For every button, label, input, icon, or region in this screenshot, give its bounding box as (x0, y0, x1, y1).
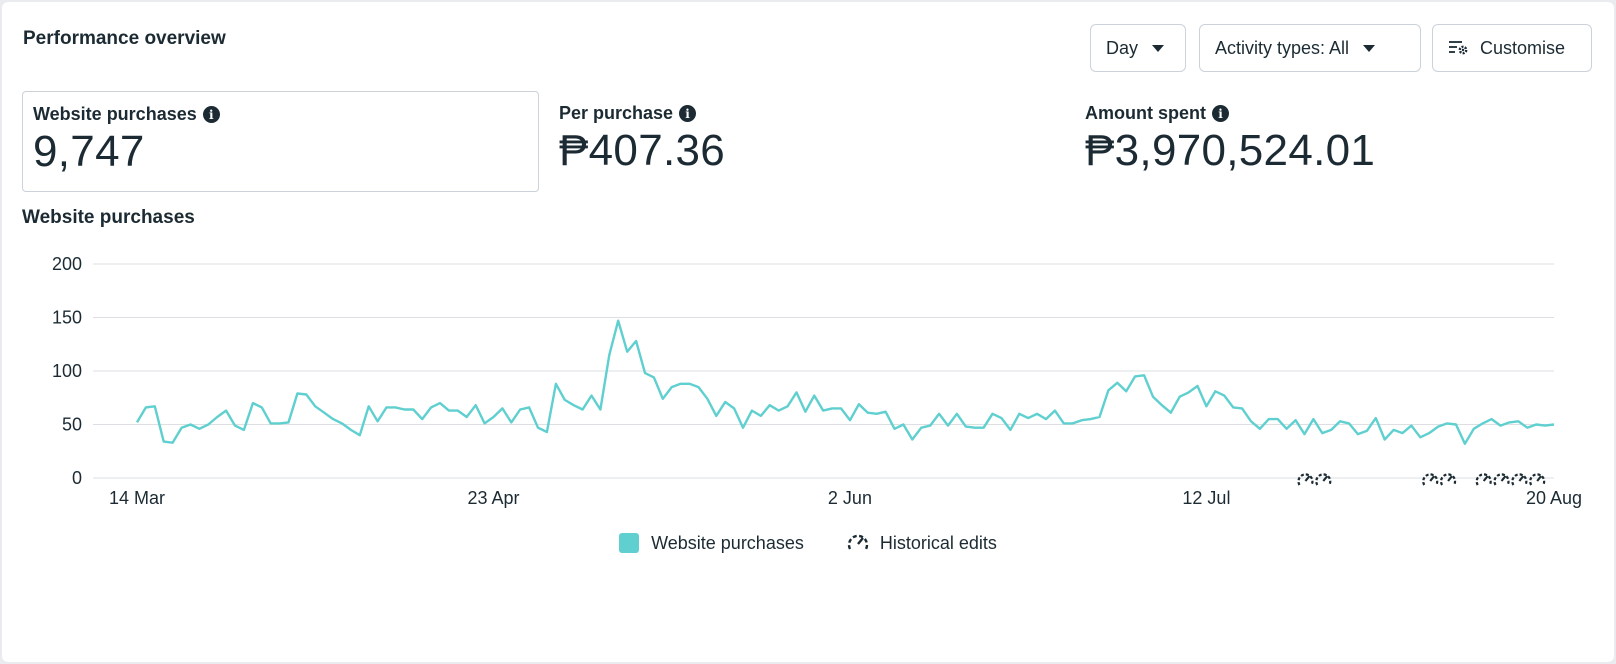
info-icon[interactable]: i (679, 105, 697, 122)
series-line-website-purchases[interactable] (135, 319, 1555, 445)
historical-edit-marker[interactable] (1493, 473, 1510, 486)
y-tick-label: 200 (52, 254, 82, 274)
x-tick-label: 23 Apr (467, 488, 519, 508)
website-purchases-line-chart: 0 50 100 150 200 14 Mar 23 Apr 2 Jun 12 Jul 20 Au… (52, 254, 1582, 508)
x-tick-label: 14 Mar (109, 488, 165, 508)
y-tick-label: 100 (52, 361, 82, 381)
metric-per-purchase[interactable]: Per purchase i ₱407.36 (549, 91, 1029, 192)
caret-down-icon (1363, 44, 1376, 52)
legend-label-edits: Historical edits (879, 532, 997, 553)
legend-item-historical-edits[interactable]: Historical edits (846, 532, 997, 554)
y-tick-label: 0 (72, 468, 82, 488)
historical-edit-marker[interactable] (1529, 473, 1546, 486)
historical-edit-marker[interactable] (1475, 473, 1492, 486)
x-tick-label: 12 Jul (1182, 488, 1230, 508)
metric-value: ₱3,970,524.01 (1085, 126, 1376, 175)
x-tick-label: 20 Aug (1526, 488, 1582, 508)
series-swatch (619, 533, 640, 553)
historical-edit-marker[interactable] (1511, 473, 1528, 486)
x-tick-label: 2 Jun (828, 488, 872, 508)
metric-amount-spent[interactable]: Amount spent i ₱3,970,524.01 (1075, 91, 1575, 192)
info-icon[interactable]: i (1212, 105, 1229, 122)
metric-label: Website purchases (33, 104, 197, 124)
legend-item-website-purchases[interactable]: Website purchases (619, 532, 804, 554)
caret-down-icon (1152, 44, 1165, 52)
legend-label-series: Website purchases (651, 532, 804, 553)
customise-label: Customise (1480, 37, 1566, 58)
page-title: Performance overview (23, 28, 226, 49)
historical-edit-marker[interactable] (1297, 473, 1314, 486)
metric-value: 9,747 (33, 127, 145, 176)
info-icon[interactable]: i (202, 106, 220, 123)
historical-edit-marker[interactable] (1439, 473, 1457, 486)
chart-legend: Website purchases Historical edits (0, 532, 1616, 554)
chart-title: Website purchases (22, 207, 195, 228)
day-dropdown-label: Day (1106, 37, 1139, 58)
customise-button[interactable]: Customise (1432, 24, 1592, 72)
y-tick-label: 150 (52, 308, 82, 328)
metric-website-purchases[interactable]: Website purchases i 9,747 (22, 91, 539, 192)
activity-types-label: Activity types: All (1215, 37, 1350, 58)
day-dropdown[interactable]: Day (1090, 24, 1186, 72)
activity-types-dropdown[interactable]: Activity types: All (1199, 24, 1421, 72)
y-tick-label: 50 (62, 415, 82, 435)
historical-edit-marker[interactable] (1315, 473, 1332, 486)
metric-label: Amount spent (1085, 103, 1206, 123)
customise-settings-icon (1449, 41, 1468, 55)
historical-edits-icon (847, 534, 869, 550)
historical-edit-marker[interactable] (1422, 473, 1439, 486)
metric-label: Per purchase (559, 103, 674, 123)
metric-value: ₱407.36 (559, 126, 726, 175)
